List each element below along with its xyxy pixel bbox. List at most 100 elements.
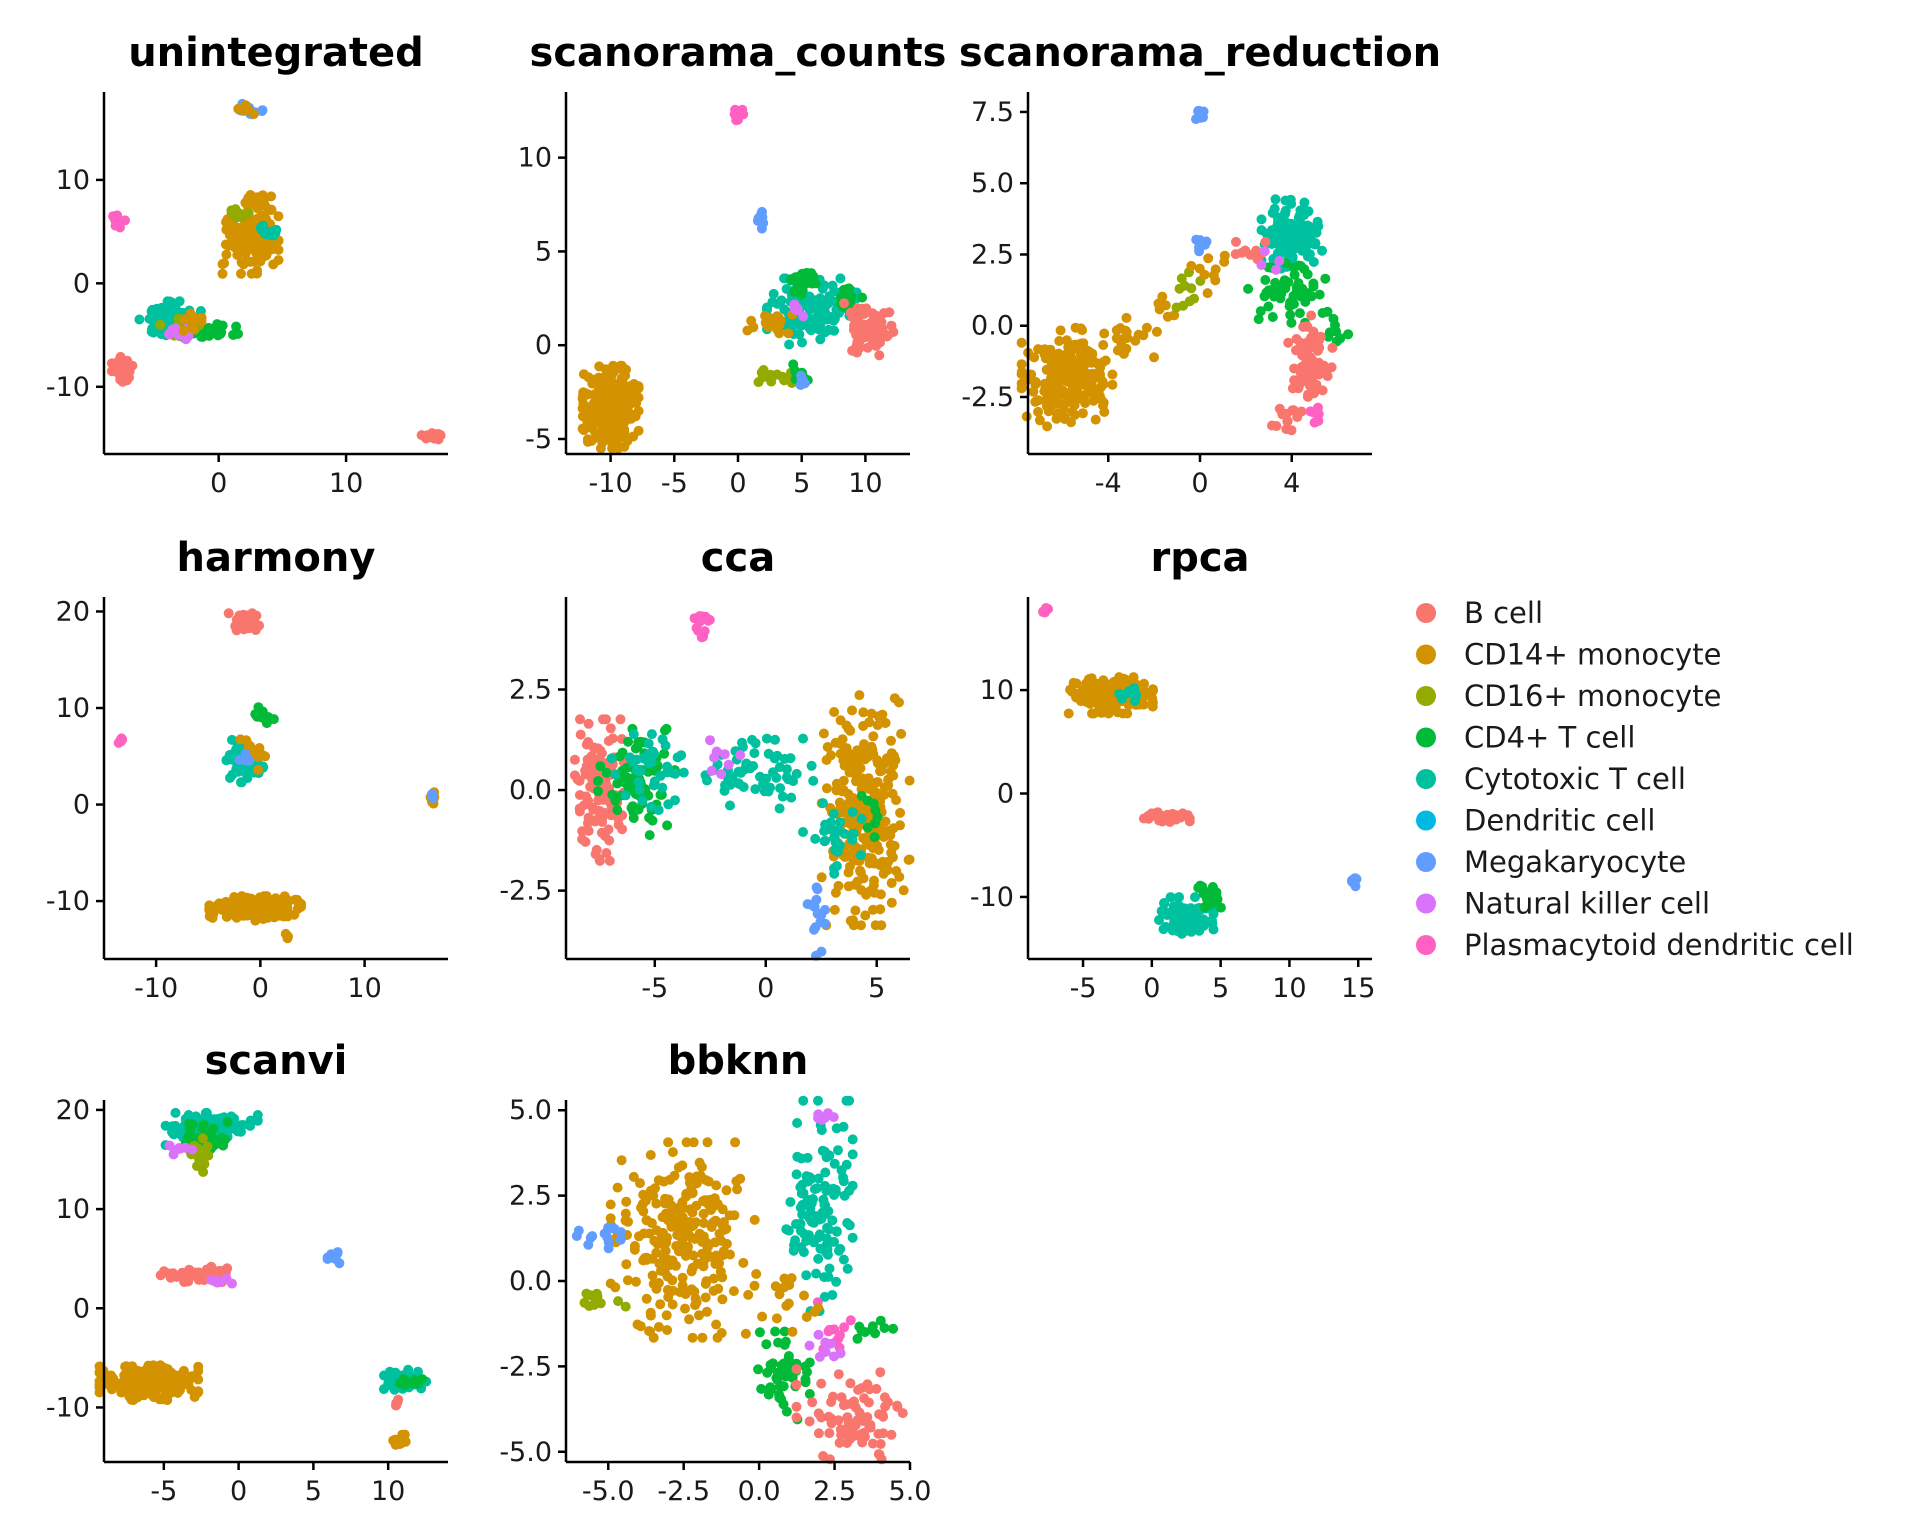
point-cd14-monocyte — [1063, 708, 1074, 719]
point-natural-killer-cell — [735, 750, 746, 761]
point-b-cell — [605, 723, 616, 734]
point-cd14-monocyte — [94, 1387, 105, 1398]
point-cytotoxic-t-cell — [834, 1245, 844, 1256]
point-b-cell — [807, 1397, 818, 1408]
point-cd4-t-cell — [593, 786, 603, 797]
point-b-cell — [818, 1451, 829, 1461]
x-tick-label: 10 — [848, 468, 882, 499]
point-cd14-monocyte — [228, 903, 239, 914]
point-cd14-monocyte — [787, 1326, 798, 1337]
point-cd4-t-cell — [765, 1359, 776, 1370]
point-cytotoxic-t-cell — [761, 773, 772, 784]
point-cd14-monocyte — [1117, 708, 1128, 719]
point-b-cell — [855, 310, 866, 321]
point-cd14-monocyte — [662, 1284, 673, 1295]
point-natural-killer-cell — [719, 749, 730, 760]
point-cd14-monocyte — [1107, 369, 1118, 380]
point-cytotoxic-t-cell — [1171, 921, 1182, 932]
x-tick-label: 2.5 — [813, 1476, 856, 1507]
point-cytotoxic-t-cell — [678, 767, 689, 778]
point-cytotoxic-t-cell — [798, 733, 808, 744]
point-cytotoxic-t-cell — [818, 798, 828, 809]
point-b-cell — [1237, 247, 1247, 258]
legend-label-plasmacytoid-dendritic-cell: Plasmacytoid dendritic cell — [1464, 928, 1854, 962]
point-plasmacytoid-dendritic-cell — [1309, 417, 1320, 428]
x-tick-label: -5.0 — [582, 1476, 635, 1507]
point-cytotoxic-t-cell — [1304, 238, 1315, 249]
point-b-cell — [583, 737, 594, 747]
point-cd14-monocyte — [137, 1374, 148, 1385]
point-cd4-t-cell — [762, 1367, 773, 1378]
point-cd14-monocyte — [605, 1213, 616, 1224]
point-cytotoxic-t-cell — [763, 786, 774, 797]
point-cd14-monocyte — [159, 1374, 170, 1385]
point-cd16-monocyte — [588, 1291, 599, 1302]
point-cd14-monocyte — [653, 1322, 664, 1332]
point-cd4-t-cell — [774, 1392, 785, 1403]
point-b-cell — [429, 433, 440, 444]
point-cytotoxic-t-cell — [847, 1232, 858, 1243]
point-megakaryocyte — [1196, 111, 1207, 122]
point-cd14-monocyte — [641, 1254, 652, 1265]
point-cd16-monocyte — [613, 1296, 624, 1307]
point-b-cell — [852, 337, 863, 348]
point-cd4-t-cell — [661, 723, 672, 734]
point-cd14-monocyte — [1016, 366, 1027, 377]
point-cytotoxic-t-cell — [777, 791, 788, 802]
point-b-cell — [206, 1261, 217, 1272]
point-cytotoxic-t-cell — [1317, 245, 1327, 256]
point-natural-killer-cell — [212, 1277, 223, 1288]
legend-label-cd14-monocyte: CD14+ monocyte — [1464, 638, 1721, 672]
point-b-cell — [1184, 816, 1195, 827]
legend: B cell CD14+ monocyte CD16+ monocyte CD4+ T… — [1416, 596, 1854, 962]
point-cd4-t-cell — [212, 319, 223, 330]
panel-title: scanorama_reduction — [959, 30, 1441, 76]
point-cytotoxic-t-cell — [847, 1149, 858, 1160]
point-cytotoxic-t-cell — [847, 807, 858, 817]
point-cytotoxic-t-cell — [733, 766, 744, 777]
point-cd14-monocyte — [173, 1382, 184, 1393]
panel-title: scanorama_counts — [530, 30, 947, 76]
point-cd14-monocyte — [667, 1147, 678, 1158]
point-cd14-monocyte — [708, 1285, 719, 1296]
point-cd14-monocyte — [1041, 397, 1052, 408]
point-cd14-monocyte — [193, 1366, 204, 1377]
point-b-cell — [1231, 236, 1241, 247]
point-cd14-monocyte — [698, 1218, 709, 1229]
point-cytotoxic-t-cell — [792, 1151, 803, 1162]
point-cd4-t-cell — [610, 795, 621, 806]
point-cytotoxic-t-cell — [413, 1366, 423, 1377]
legend-swatch-plasmacytoid-dendritic-cell — [1416, 935, 1436, 955]
point-b-cell — [1307, 367, 1318, 378]
point-cd4-t-cell — [662, 820, 673, 831]
point-b-cell — [1309, 388, 1320, 399]
point-cd14-monocyte — [801, 1312, 812, 1322]
point-b-cell — [1173, 811, 1184, 822]
point-cd4-t-cell — [1201, 889, 1212, 900]
point-b-cell — [884, 307, 895, 318]
point-cd14-monocyte — [653, 1175, 664, 1186]
point-cd14-monocyte — [1082, 380, 1093, 391]
panel-harmony: harmony -10 0 10 20 10 0 -10 — [46, 535, 448, 1004]
point-cd14-monocyte — [600, 371, 611, 382]
point-cd14-monocyte — [1077, 325, 1088, 336]
point-natural-killer-cell — [723, 759, 734, 770]
point-b-cell — [852, 1415, 863, 1426]
y-tick-label: 0 — [73, 790, 90, 821]
point-cytotoxic-t-cell — [160, 312, 171, 323]
point-cd14-monocyte — [661, 1310, 672, 1321]
point-cd14-monocyte — [669, 1203, 680, 1214]
point-cd14-monocyte — [229, 231, 240, 241]
point-cytotoxic-t-cell — [134, 314, 145, 325]
point-cytotoxic-t-cell — [725, 800, 735, 811]
point-cd14-monocyte — [1194, 263, 1205, 274]
point-cd4-t-cell — [888, 1323, 899, 1334]
point-natural-killer-cell — [791, 305, 802, 315]
panel-title: unintegrated — [128, 30, 424, 76]
x-tick-label: 15 — [1341, 973, 1375, 1004]
point-cytotoxic-t-cell — [831, 1276, 842, 1287]
point-cd4-t-cell — [632, 741, 643, 752]
point-cytotoxic-t-cell — [662, 767, 673, 778]
point-cd14-monocyte — [757, 1311, 768, 1322]
point-b-cell — [791, 1412, 802, 1423]
